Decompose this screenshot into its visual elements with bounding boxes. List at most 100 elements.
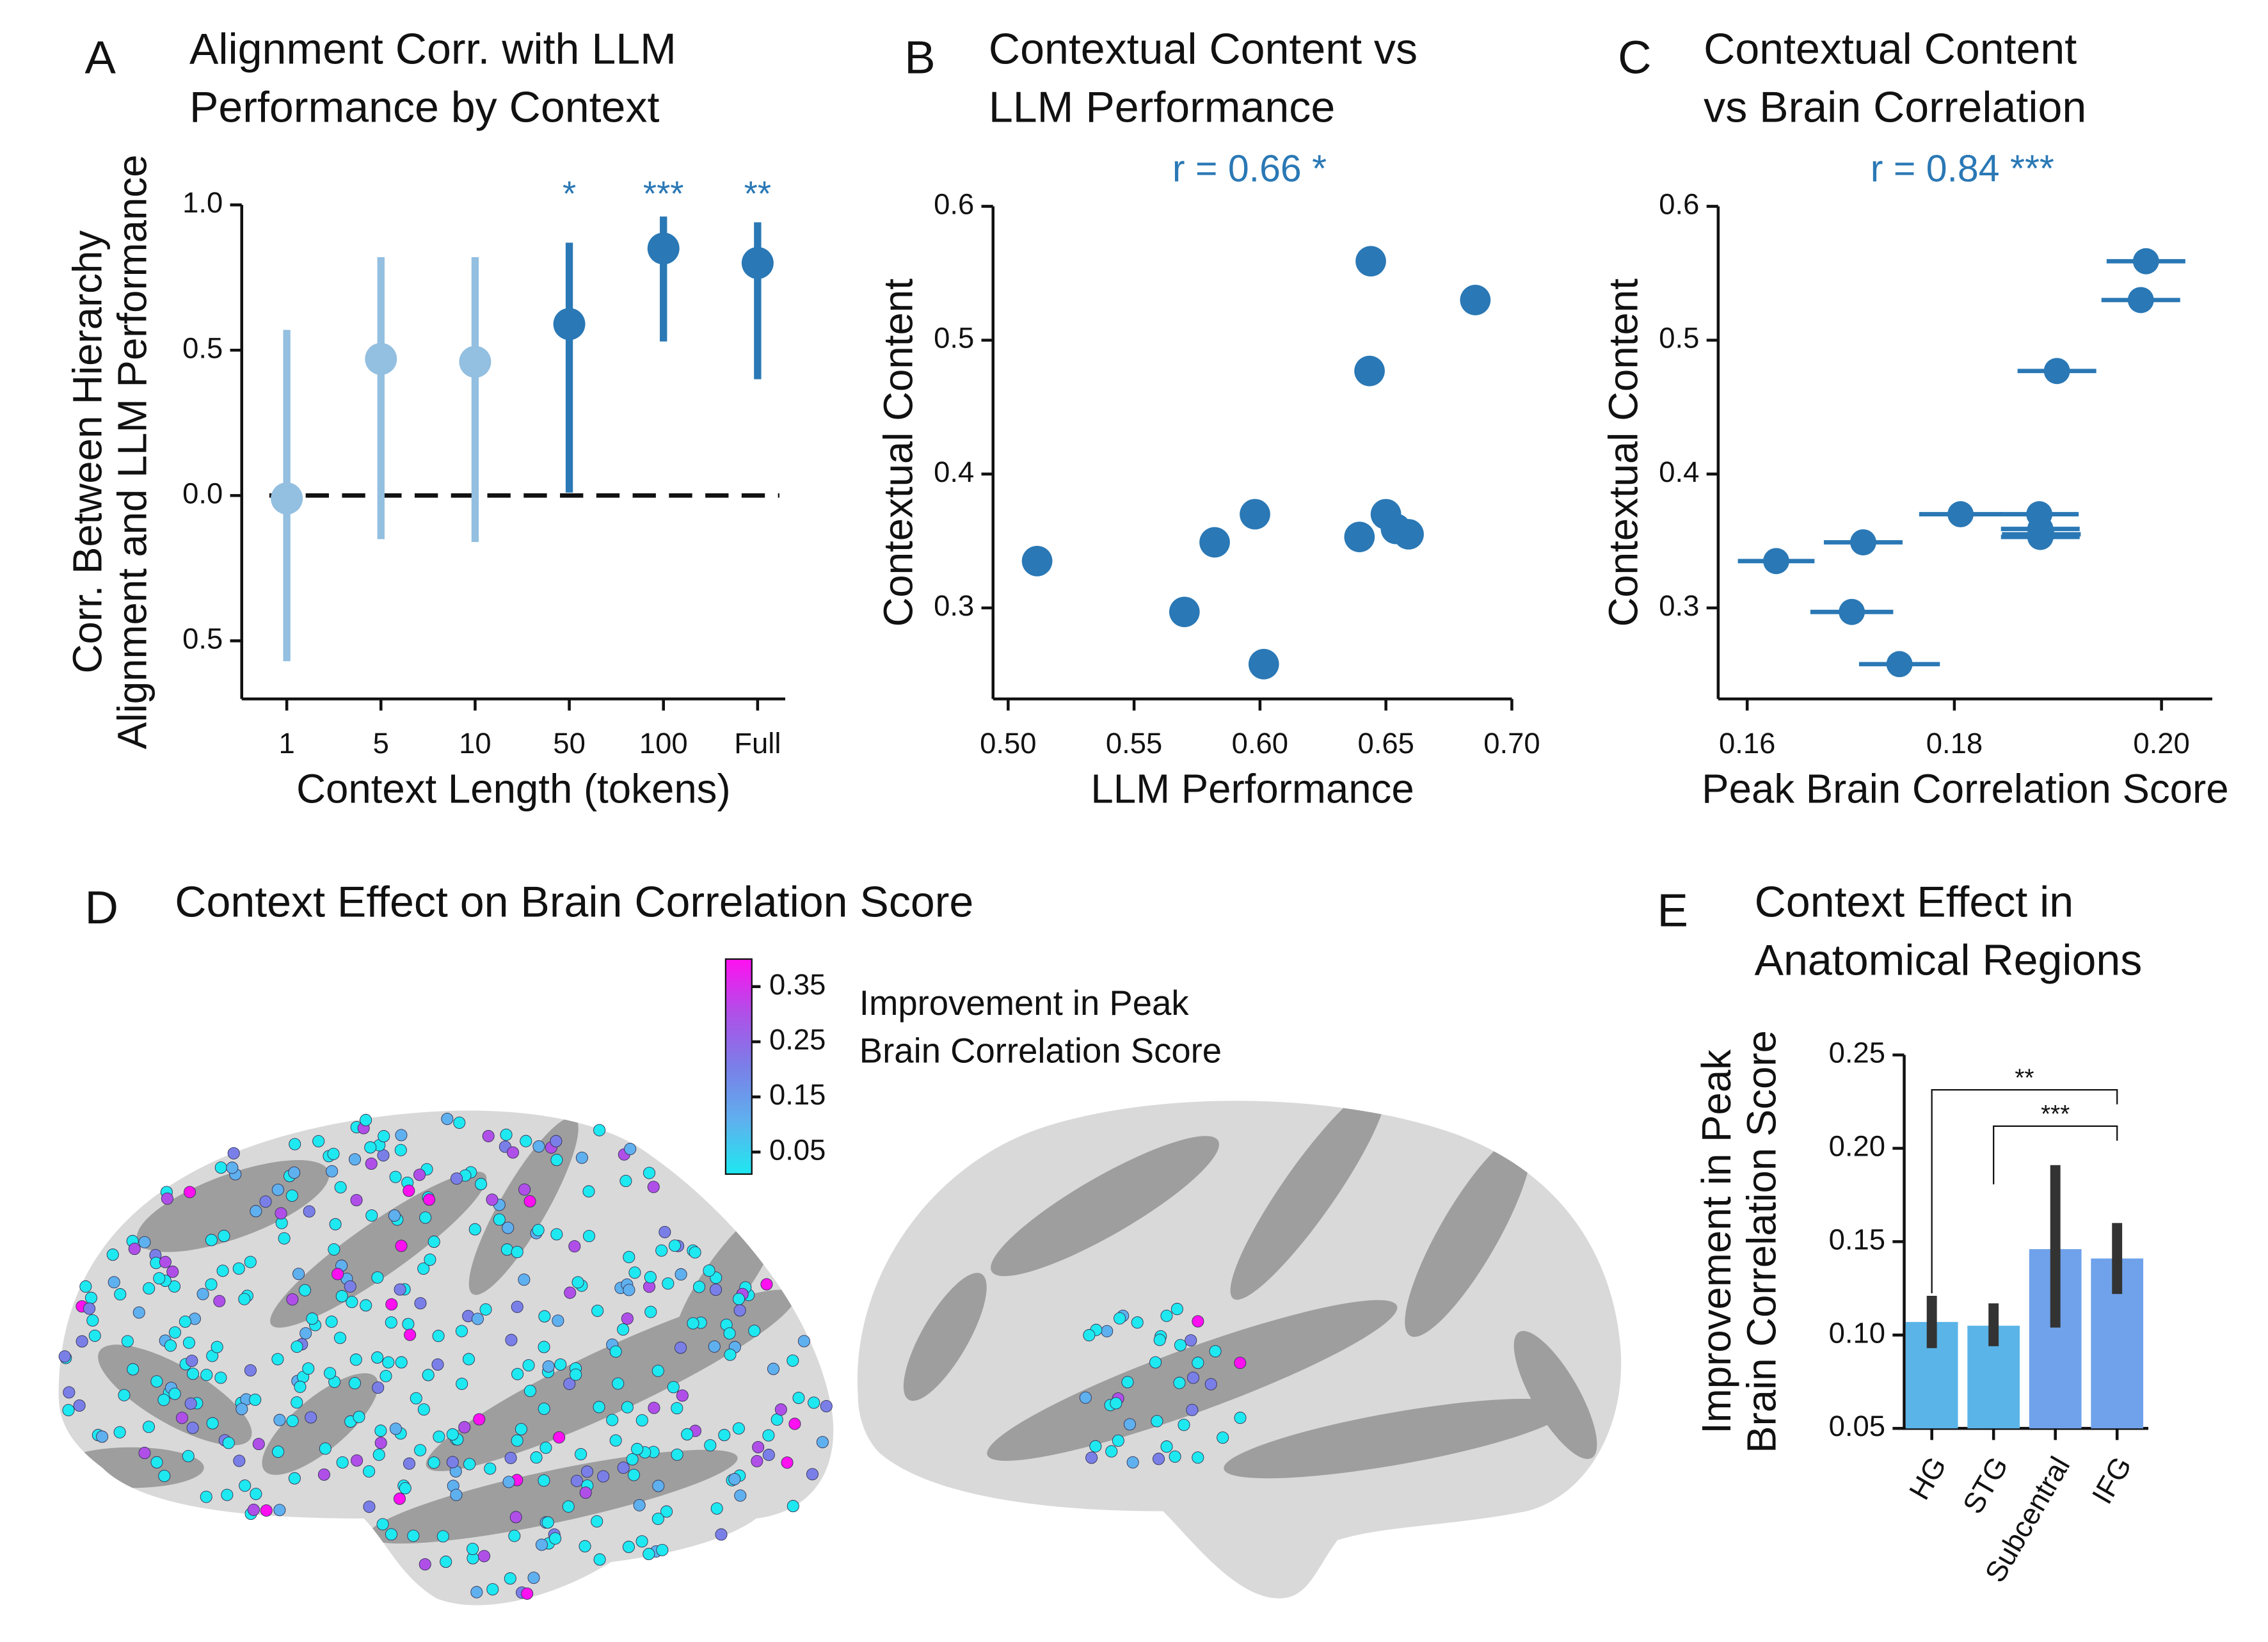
electrode-dot bbox=[704, 1439, 717, 1452]
electrode-dot bbox=[478, 1550, 491, 1563]
electrode-dot bbox=[291, 1340, 303, 1353]
y-tick-label: 1.0 bbox=[182, 186, 223, 219]
electrode-dot bbox=[1083, 1329, 1096, 1342]
electrode-dot bbox=[808, 1396, 820, 1409]
x-tick-label: 50 bbox=[553, 727, 586, 760]
electrode-dot bbox=[305, 1411, 317, 1424]
electrode-dot bbox=[538, 1403, 550, 1415]
electrode-dot bbox=[1178, 1419, 1190, 1431]
electrode-dot bbox=[606, 1414, 619, 1426]
panel-letter: A bbox=[84, 32, 116, 84]
electrode-dot bbox=[302, 1362, 315, 1375]
point bbox=[2132, 248, 2159, 275]
x-tick-label: 0.65 bbox=[1357, 727, 1414, 760]
electrode-dot bbox=[372, 1381, 385, 1394]
electrode-dot bbox=[562, 1500, 575, 1513]
point bbox=[1850, 529, 1876, 555]
electrode-dot bbox=[660, 1505, 673, 1518]
electrode-dot bbox=[312, 1135, 325, 1147]
electrode-dot bbox=[436, 1530, 449, 1543]
point bbox=[1169, 596, 1200, 628]
electrode-dot bbox=[652, 1479, 665, 1492]
electrode-dot bbox=[570, 1474, 583, 1487]
electrode-dot bbox=[471, 1312, 484, 1325]
electrode-dot bbox=[182, 1449, 195, 1463]
annotation: r = 0.66 * bbox=[1172, 148, 1327, 190]
electrode-dot bbox=[413, 1168, 426, 1181]
electrode-dot bbox=[1185, 1334, 1197, 1347]
electrode-dot bbox=[164, 1339, 177, 1352]
electrode-dot bbox=[272, 1446, 285, 1458]
electrode-dot bbox=[138, 1447, 151, 1460]
electrode-dot bbox=[623, 1284, 635, 1296]
electrode-dot bbox=[752, 1441, 765, 1454]
y-axis-label: Brain Correlation Score bbox=[1739, 1030, 1784, 1453]
electrode-dot bbox=[703, 1264, 715, 1277]
electrode-dot bbox=[542, 1360, 555, 1373]
electrode-dot bbox=[518, 1183, 531, 1196]
electrode-dot bbox=[626, 1453, 639, 1466]
electrode-dot bbox=[404, 1328, 417, 1341]
electrode-dot bbox=[508, 1529, 521, 1542]
electrode-dot bbox=[550, 1154, 563, 1167]
electrode-dot bbox=[633, 1499, 646, 1511]
colorbar bbox=[724, 958, 753, 1175]
electrode-dot bbox=[388, 1209, 401, 1222]
electrode-dot bbox=[168, 1280, 181, 1293]
electrode-dot bbox=[748, 1325, 761, 1337]
electrode-dot bbox=[410, 1392, 422, 1405]
x-tick-label: Full bbox=[734, 727, 781, 760]
x-tick-label: 0.60 bbox=[1232, 727, 1288, 760]
x-tick-label: 1 bbox=[278, 727, 294, 760]
electrode-dot bbox=[597, 1470, 610, 1483]
electrode-dot bbox=[371, 1271, 384, 1284]
electrode-dot bbox=[127, 1363, 140, 1376]
x-tick-label: 5 bbox=[373, 727, 389, 760]
electrode-dot bbox=[617, 1323, 630, 1336]
electrode-dot bbox=[306, 1312, 319, 1325]
chart-title: Performance by Context bbox=[189, 83, 659, 132]
electrode-dot bbox=[732, 1422, 745, 1435]
electrode-dot bbox=[656, 1543, 669, 1556]
electrode-dot bbox=[118, 1389, 131, 1401]
y-tick-label: 0.5 bbox=[934, 322, 974, 355]
electrode-dot bbox=[395, 1356, 408, 1369]
electrode-dot bbox=[128, 1243, 141, 1255]
electrode-dot bbox=[541, 1516, 554, 1529]
electrode-dot bbox=[593, 1401, 605, 1414]
chart-title: LLM Performance bbox=[989, 83, 1335, 132]
electrode-dot bbox=[450, 1488, 463, 1501]
electrode-dot bbox=[631, 1442, 644, 1455]
electrode-dot bbox=[568, 1240, 581, 1253]
electrode-dot bbox=[1234, 1412, 1247, 1424]
electrode-dot bbox=[158, 1469, 171, 1483]
electrode-dot bbox=[671, 1448, 683, 1461]
electrode-dot bbox=[564, 1286, 577, 1299]
electrode-dot bbox=[550, 1228, 563, 1241]
electrode-dot bbox=[502, 1476, 515, 1488]
electrode-dot bbox=[1131, 1316, 1144, 1329]
electrode-dot bbox=[687, 1317, 699, 1330]
electrode-dot bbox=[168, 1326, 181, 1339]
electrode-dot bbox=[511, 1300, 523, 1313]
electrode-dot bbox=[453, 1117, 466, 1129]
electrode-dot bbox=[647, 1181, 660, 1193]
electrode-dot bbox=[206, 1417, 219, 1430]
electrode-dot bbox=[710, 1502, 723, 1515]
electrode-dot bbox=[1079, 1391, 1092, 1404]
electrode-dot bbox=[221, 1488, 234, 1501]
significance-label: ** bbox=[744, 174, 771, 213]
colorbar-tick-label: 0.15 bbox=[769, 1078, 826, 1111]
electrode-dot bbox=[260, 1504, 273, 1517]
electrode-dot bbox=[550, 1135, 563, 1147]
electrode-dot bbox=[196, 1287, 209, 1300]
electrode-dot bbox=[350, 1193, 363, 1207]
electrode-dot bbox=[244, 1255, 257, 1268]
electrode-dot bbox=[214, 1161, 227, 1174]
electrode-dot bbox=[319, 1442, 331, 1455]
electrode-dot bbox=[333, 1332, 347, 1344]
electrode-dot bbox=[407, 1529, 420, 1542]
colorbar-tick-label: 0.35 bbox=[769, 968, 826, 1001]
electrode-dot bbox=[470, 1586, 483, 1598]
point bbox=[1344, 522, 1375, 552]
